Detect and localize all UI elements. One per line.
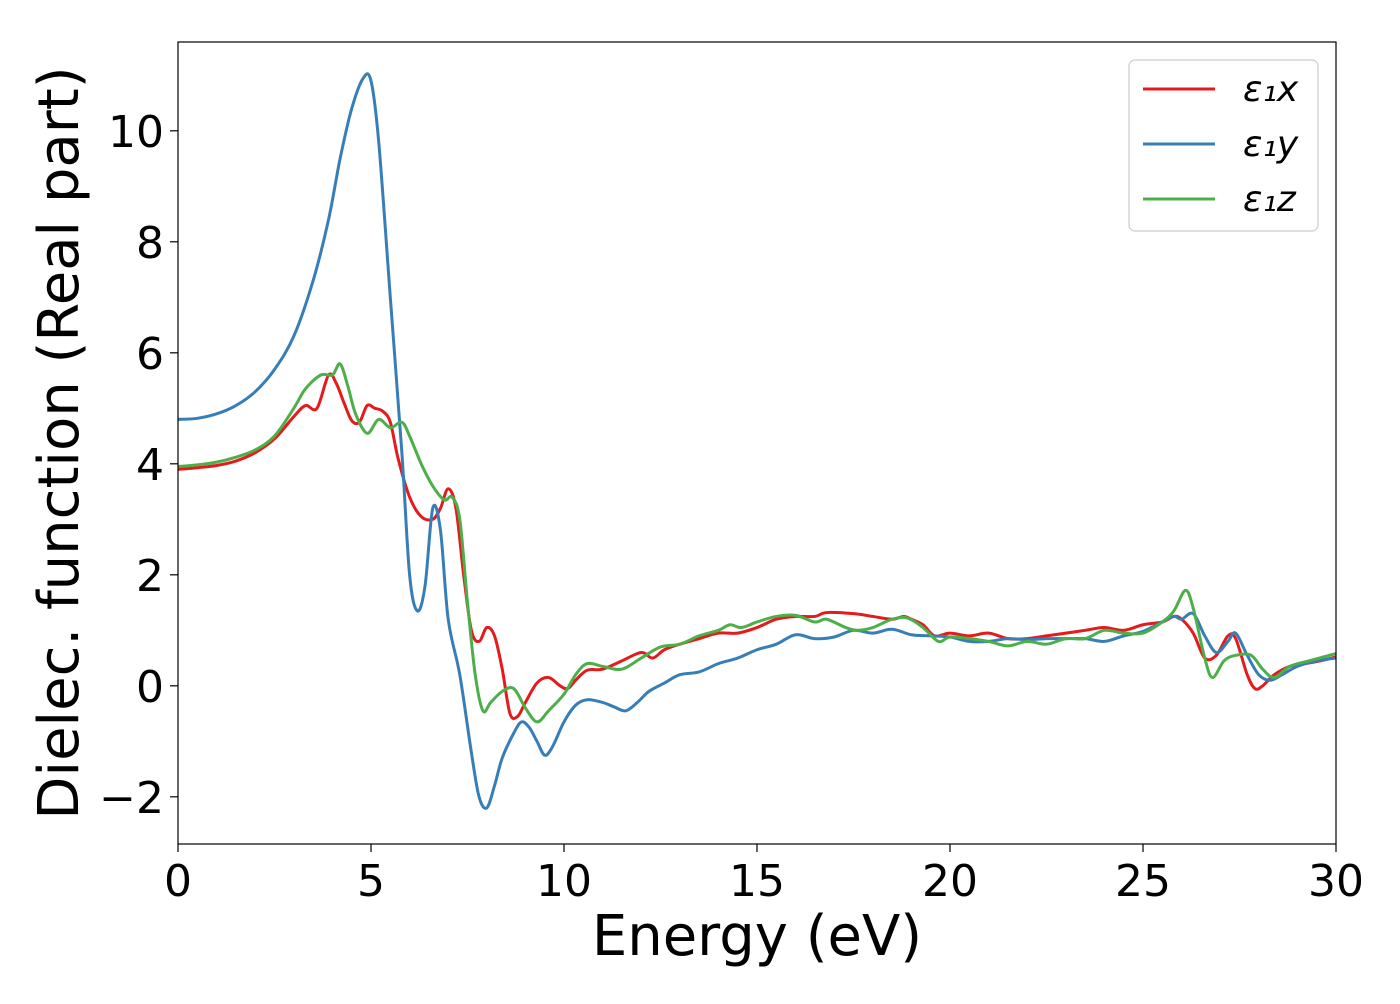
x-tick-label: 25 xyxy=(1115,856,1171,907)
y-tick-label: 2 xyxy=(136,551,164,602)
legend-label: ε₁y xyxy=(1243,124,1299,165)
x-tick-label: 20 xyxy=(922,856,978,907)
y-tick-label: 6 xyxy=(136,329,164,380)
legend: ε₁x ε₁y ε₁z xyxy=(1128,59,1319,232)
x-tick-label: 5 xyxy=(357,856,385,907)
x-tick-label: 15 xyxy=(729,856,785,907)
y-tick-label: 8 xyxy=(136,218,164,269)
legend-label: ε₁z xyxy=(1243,179,1297,220)
y-tick-label: 10 xyxy=(108,107,164,158)
x-tick-label: 10 xyxy=(536,856,592,907)
legend-label: ε₁x xyxy=(1243,69,1299,110)
series-line-1 xyxy=(178,372,1336,721)
y-tick-label: 4 xyxy=(136,440,164,491)
series-line-3 xyxy=(178,362,1336,724)
y-axis: −2 0 2 4 6 8 10 xyxy=(99,107,178,824)
series-layer xyxy=(178,72,1336,810)
y-tick-label: −2 xyxy=(99,773,164,824)
x-tick-label: 30 xyxy=(1308,856,1364,907)
x-axis: 0 5 10 15 20 25 30 xyxy=(164,844,1364,907)
x-tick-label: 0 xyxy=(164,856,192,907)
x-axis-title: Energy (eV) xyxy=(592,904,922,969)
y-tick-label: 0 xyxy=(136,662,164,713)
y-axis-title: Dielec. function (Real part) xyxy=(27,66,92,819)
legend-box xyxy=(1128,59,1319,232)
